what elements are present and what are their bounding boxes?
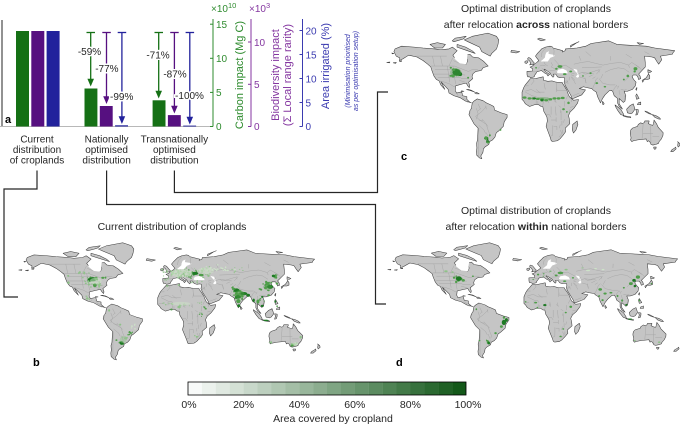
svg-text:as per optimisation setup): as per optimisation setup) [353, 31, 360, 111]
svg-text:15: 15 [306, 51, 318, 62]
svg-text:80%: 80% [400, 399, 421, 411]
svg-text:Area irrigated (%): Area irrigated (%) [320, 23, 332, 109]
svg-text:a: a [5, 114, 12, 126]
svg-text:15: 15 [216, 20, 228, 31]
svg-text:-87%: -87% [163, 70, 186, 81]
svg-text:5: 5 [254, 80, 260, 91]
svg-text:0: 0 [216, 122, 222, 133]
svg-text:optimised: optimised [85, 145, 128, 156]
svg-text:10: 10 [254, 38, 266, 49]
svg-text:(Minimisation prioritised: (Minimisation prioritised [345, 33, 352, 108]
svg-text:×103: ×103 [249, 1, 270, 15]
svg-text:Optimal distribution of cropla: Optimal distribution of croplands [461, 3, 611, 15]
svg-text:Area covered by cropland: Area covered by cropland [273, 413, 393, 425]
svg-text:-100%: -100% [175, 91, 204, 102]
svg-text:Biodiversity impact: Biodiversity impact [270, 29, 282, 121]
svg-text:after relocation within nation: after relocation within national borders [446, 221, 627, 233]
svg-text:b: b [33, 357, 40, 369]
svg-text:distribution: distribution [150, 156, 198, 167]
svg-text:-77%: -77% [95, 64, 118, 75]
svg-text:-99%: -99% [110, 92, 133, 103]
svg-text:0: 0 [306, 122, 312, 133]
svg-text:60%: 60% [344, 399, 365, 411]
svg-text:of croplands: of croplands [10, 156, 64, 167]
svg-text:0%: 0% [181, 399, 196, 411]
svg-text:distribution: distribution [13, 145, 61, 156]
svg-text:40%: 40% [289, 399, 310, 411]
svg-text:distribution: distribution [82, 156, 130, 167]
svg-text:0: 0 [254, 122, 260, 133]
svg-text:Transnationally: Transnationally [141, 135, 208, 146]
svg-text:10: 10 [306, 75, 318, 86]
svg-text:d: d [396, 357, 403, 369]
svg-text:5: 5 [216, 88, 222, 99]
svg-text:20%: 20% [233, 399, 254, 411]
svg-text:Nationally: Nationally [85, 135, 129, 146]
svg-text:(Σ Local range rarity): (Σ Local range rarity) [282, 24, 294, 126]
svg-text:after relocation across nation: after relocation across national borders [444, 19, 628, 31]
svg-text:-71%: -71% [146, 51, 169, 62]
svg-text:10: 10 [216, 54, 228, 65]
svg-text:Current distribution of cropla: Current distribution of croplands [98, 221, 247, 233]
svg-text:5: 5 [306, 99, 312, 110]
svg-text:-59%: -59% [78, 47, 101, 58]
svg-text:100%: 100% [455, 399, 482, 411]
svg-text:Current: Current [20, 135, 54, 146]
svg-text:Carbon impact (Mg C): Carbon impact (Mg C) [234, 21, 246, 129]
svg-text:optimised: optimised [153, 145, 196, 156]
svg-text:c: c [401, 151, 407, 163]
svg-text:20: 20 [306, 27, 318, 38]
svg-text:Optimal distribution of cropla: Optimal distribution of croplands [461, 205, 611, 217]
